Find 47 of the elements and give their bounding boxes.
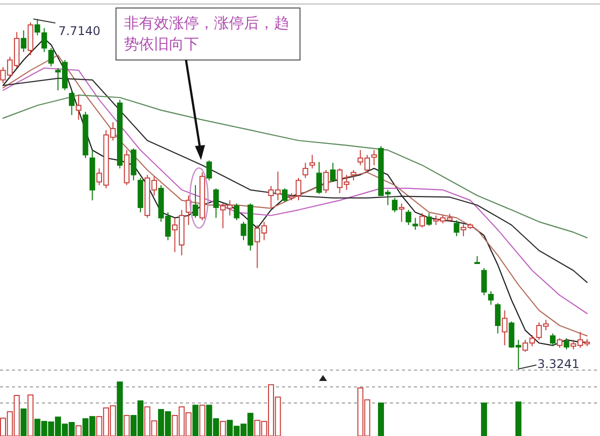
candlestick xyxy=(309,154,316,169)
candlestick xyxy=(412,217,418,230)
candlestick xyxy=(454,220,460,237)
candlestick xyxy=(371,150,377,166)
candlestick xyxy=(406,209,412,226)
candlestick xyxy=(76,94,82,120)
candlestick xyxy=(419,212,425,228)
candlestick xyxy=(68,90,75,116)
annotation: 非有效涨停，涨停后，趋势依旧向下 xyxy=(124,14,289,53)
candlestick xyxy=(296,177,302,201)
candlestick xyxy=(213,188,219,218)
candlestick xyxy=(323,170,329,194)
bar xyxy=(124,414,130,436)
candlestick xyxy=(556,338,562,348)
candlestick xyxy=(282,188,288,202)
candlestick xyxy=(426,212,432,226)
annotation: 7.7140 xyxy=(58,24,100,38)
candlestick xyxy=(398,202,404,222)
candlestick xyxy=(550,332,556,347)
bar xyxy=(199,404,206,436)
candlestick xyxy=(564,338,570,350)
bar xyxy=(20,408,27,436)
bar xyxy=(378,402,384,436)
candlestick xyxy=(34,18,40,36)
bar xyxy=(27,394,34,436)
candlestick xyxy=(494,302,501,334)
candlestick xyxy=(350,170,356,181)
bar xyxy=(515,401,522,436)
bar xyxy=(116,382,123,436)
candlestick xyxy=(330,162,336,182)
candlestick xyxy=(48,48,54,67)
candlestick xyxy=(20,30,26,53)
candlestick xyxy=(481,268,487,296)
candlestick xyxy=(234,202,240,221)
bar xyxy=(192,404,198,436)
candlestick xyxy=(488,290,494,306)
bar xyxy=(220,420,226,436)
candlestick xyxy=(316,162,322,194)
candlestick xyxy=(192,184,198,218)
candlestick xyxy=(206,160,212,181)
candlestick xyxy=(41,28,48,53)
candlestick xyxy=(502,310,508,346)
candlestick xyxy=(302,162,308,178)
bar xyxy=(76,425,82,436)
candlestick xyxy=(392,197,398,213)
bar xyxy=(481,402,488,436)
annotation: 3.3241 xyxy=(537,357,580,371)
